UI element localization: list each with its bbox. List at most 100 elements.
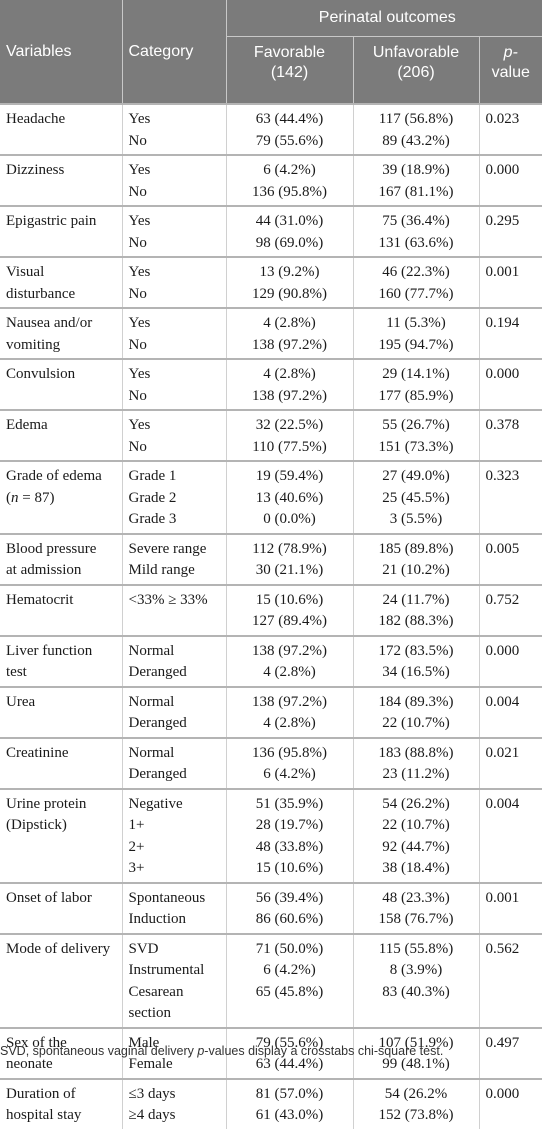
- favorable-cell: 4 (2.8%)138 (97.2%): [226, 308, 353, 359]
- p-value-cell: 0.000: [479, 359, 542, 410]
- unfavorable-line: 34 (16.5%): [354, 662, 479, 684]
- p-value-cell: 0.004: [479, 789, 542, 883]
- category-cell: ≤3 days≥4 days: [122, 1079, 226, 1129]
- favorable-cell: 63 (44.4%)79 (55.6%): [226, 104, 353, 155]
- favorable-line: 51 (35.9%): [227, 794, 353, 816]
- favorable-cell: 32 (22.5%)110 (77.5%): [226, 410, 353, 461]
- unfavorable-cell: 115 (55.8%)8 (3.9%)83 (40.3%): [353, 934, 479, 1028]
- unfavorable-cell: 75 (36.4%)131 (63.6%): [353, 206, 479, 257]
- favorable-line: 6 (4.2%): [227, 160, 353, 182]
- variable-line: disturbance: [6, 284, 122, 306]
- category-line: Yes: [129, 313, 226, 335]
- favorable-line: 4 (2.8%): [227, 662, 353, 684]
- table-row: Hematocrit<33% ≥ 33%15 (10.6%)127 (89.4%…: [0, 585, 542, 636]
- p-value: 0.004: [486, 692, 542, 714]
- unfavorable-line: 55 (26.7%): [354, 415, 479, 437]
- category-line: 2+: [129, 837, 226, 859]
- category-line: Yes: [129, 364, 226, 386]
- p-value: 0.752: [486, 590, 542, 612]
- category-line: Yes: [129, 415, 226, 437]
- unfavorable-cell: 29 (14.1%)177 (85.9%): [353, 359, 479, 410]
- category-cell: <33% ≥ 33%: [122, 585, 226, 636]
- favorable-line: 138 (97.2%): [227, 335, 353, 357]
- variable-cell: Urea: [0, 687, 122, 738]
- category-line: Negative: [129, 794, 226, 816]
- category-line: Spontaneous: [129, 888, 226, 910]
- p-value-cell: 0.194: [479, 308, 542, 359]
- category-line: Normal: [129, 641, 226, 663]
- unfavorable-line: 89 (43.2%): [354, 131, 479, 153]
- p-value-cell: 0.000: [479, 155, 542, 206]
- variable-line: (Dipstick): [6, 815, 122, 837]
- favorable-line: 15 (10.6%): [227, 590, 353, 612]
- p-value-cell: 0.497: [479, 1028, 542, 1079]
- p-value: 0.001: [486, 262, 542, 284]
- p-value-cell: 0.023: [479, 104, 542, 155]
- unfavorable-cell: 172 (83.5%)34 (16.5%): [353, 636, 479, 687]
- favorable-cell: 71 (50.0%)6 (4.2%)65 (45.8%): [226, 934, 353, 1028]
- variable-line: Blood pressure: [6, 539, 122, 561]
- unfavorable-cell: 54 (26.2%152 (73.8%): [353, 1079, 479, 1129]
- variable-line: Visual: [6, 262, 122, 284]
- p-value: 0.023: [486, 109, 542, 131]
- category-line: Deranged: [129, 713, 226, 735]
- variable-line: vomiting: [6, 335, 122, 357]
- unfavorable-line: 21 (10.2%): [354, 560, 479, 582]
- variable-line: Edema: [6, 415, 122, 437]
- variable-line: Liver function: [6, 641, 122, 663]
- favorable-line: 138 (97.2%): [227, 641, 353, 663]
- p-value-cell: 0.000: [479, 1079, 542, 1129]
- variable-line: test: [6, 662, 122, 684]
- favorable-line: 19 (59.4%): [227, 466, 353, 488]
- favorable-line: 136 (95.8%): [227, 182, 353, 204]
- p-value: 0.000: [486, 1084, 542, 1106]
- category-line: Yes: [129, 211, 226, 233]
- p-value: 0.001: [486, 888, 542, 910]
- variable-line: Creatinine: [6, 743, 122, 765]
- unfavorable-line: 152 (73.8%): [354, 1105, 479, 1127]
- p-value-cell: 0.001: [479, 883, 542, 934]
- p-value-cell: 0.000: [479, 636, 542, 687]
- table-header: Variables Category Perinatal outcomes Fa…: [0, 0, 542, 104]
- category-line: ≥4 days: [129, 1105, 226, 1127]
- favorable-cell: 136 (95.8%)6 (4.2%): [226, 738, 353, 789]
- favorable-line: 86 (60.6%): [227, 909, 353, 931]
- category-line: Yes: [129, 262, 226, 284]
- category-line: Deranged: [129, 764, 226, 786]
- variable-cell: Dizziness: [0, 155, 122, 206]
- unfavorable-cell: 48 (23.3%)158 (76.7%): [353, 883, 479, 934]
- p-value-cell: 0.005: [479, 534, 542, 585]
- favorable-line: 32 (22.5%): [227, 415, 353, 437]
- header-favorable: Favorable (142): [226, 37, 353, 105]
- header-p-value-2: value: [483, 63, 540, 83]
- p-value: 0.000: [486, 641, 542, 663]
- p-value: 0.378: [486, 415, 542, 437]
- category-line: No: [129, 233, 226, 255]
- unfavorable-cell: 183 (88.8%)23 (11.2%): [353, 738, 479, 789]
- p-value-cell: 0.295: [479, 206, 542, 257]
- unfavorable-line: 172 (83.5%): [354, 641, 479, 663]
- header-perinatal-outcomes: Perinatal outcomes: [226, 0, 542, 37]
- header-unfavorable-n: (206): [357, 63, 476, 83]
- favorable-cell: 138 (97.2%)4 (2.8%): [226, 687, 353, 738]
- favorable-line: 48 (33.8%): [227, 837, 353, 859]
- category-line: Grade 3: [129, 509, 226, 531]
- favorable-line: 44 (31.0%): [227, 211, 353, 233]
- unfavorable-line: 177 (85.9%): [354, 386, 479, 408]
- favorable-cell: 51 (35.9%)28 (19.7%)48 (33.8%)15 (10.6%): [226, 789, 353, 883]
- variable-line: Onset of labor: [6, 888, 122, 910]
- favorable-cell: 19 (59.4%)13 (40.6%)0 (0.0%): [226, 461, 353, 534]
- favorable-line: 138 (97.2%): [227, 386, 353, 408]
- variable-line: Dizziness: [6, 160, 122, 182]
- unfavorable-line: 39 (18.9%): [354, 160, 479, 182]
